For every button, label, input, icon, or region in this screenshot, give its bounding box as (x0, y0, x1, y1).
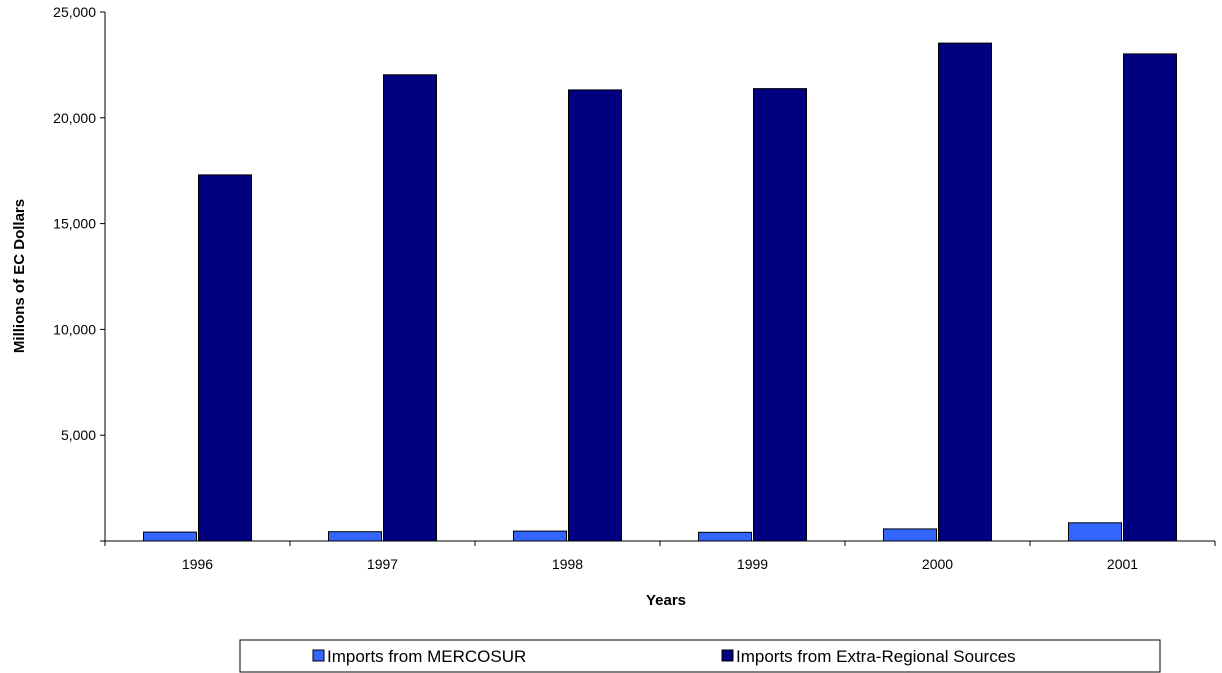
y-tick-label: 5,000 (61, 427, 96, 443)
bar-extra-regional-1999 (753, 88, 807, 542)
bar-mercosur-1996 (143, 531, 197, 542)
x-axis: 1996 1997 1998 1999 2000 2001 (104, 540, 1216, 572)
bar-extra-regional-2000 (938, 42, 992, 542)
x-tick-label: 2001 (1107, 556, 1138, 572)
x-tick-label: 1999 (737, 556, 768, 572)
legend: Imports from MERCOSUR Imports from Extra… (239, 639, 1161, 673)
bar-extra-regional-1996 (198, 174, 252, 542)
bar-mercosur-1997 (328, 531, 382, 542)
bar-mercosur-1999 (698, 531, 752, 542)
x-tick-label: 1997 (367, 556, 398, 572)
x-tick-label: 1998 (552, 556, 583, 572)
bar-extra-regional-1997 (383, 74, 437, 542)
plot-area (143, 42, 1177, 542)
y-tick-label: 15,000 (53, 216, 96, 232)
legend-swatch-extra-regional (721, 649, 734, 662)
y-tick-label: 20,000 (53, 110, 96, 126)
bar-extra-regional-1998 (568, 89, 622, 542)
bar-mercosur-2000 (883, 528, 937, 542)
y-axis: 5,000 10,000 15,000 20,000 25,000 (53, 4, 106, 542)
y-tick-label: 10,000 (53, 321, 96, 337)
x-tick-label: 1996 (182, 556, 213, 572)
legend-box (239, 639, 1161, 673)
bar-extra-regional-2001 (1123, 53, 1177, 542)
legend-label-mercosur: Imports from MERCOSUR (327, 647, 526, 666)
bar-mercosur-1998 (513, 530, 567, 542)
legend-label-extra-regional: Imports from Extra-Regional Sources (736, 647, 1016, 666)
bar-mercosur-2001 (1068, 522, 1122, 542)
legend-swatch-mercosur (312, 649, 325, 662)
y-tick-label: 25,000 (53, 4, 96, 20)
x-tick-label: 2000 (922, 556, 953, 572)
y-axis-title: Millions of EC Dollars (11, 199, 28, 353)
x-axis-title: Years (646, 592, 686, 609)
